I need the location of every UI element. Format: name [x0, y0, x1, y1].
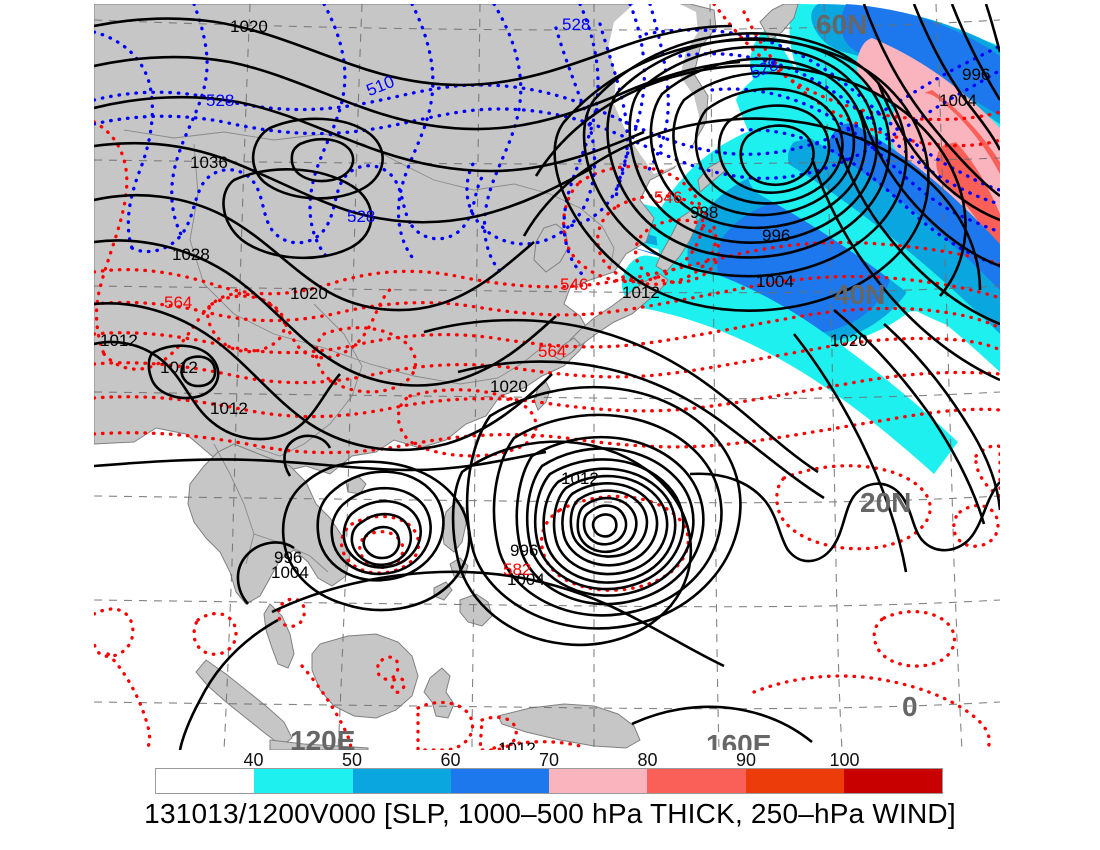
slp-label: 1012 [100, 331, 138, 350]
colorbar-tick: 50 [341, 750, 363, 770]
svg-text:1020: 1020 [830, 331, 868, 350]
graticule-labels: 60N 40N 20N 0 120E 160E [290, 9, 918, 750]
lat-label-40n: 40N [834, 279, 885, 310]
thickness-label: 528 [347, 207, 375, 226]
svg-text:20N: 20N [860, 487, 911, 518]
thickness-label: 564 [164, 293, 192, 312]
svg-text:1012: 1012 [622, 283, 660, 302]
slp-label: 1012 [210, 399, 248, 418]
slp-label: 1028 [172, 245, 210, 264]
lat-label-60n: 60N [816, 9, 867, 40]
chart-caption: 131013/1200V000 [SLP, 1000–500 hPa THICK… [144, 798, 956, 829]
svg-text:1012: 1012 [498, 739, 536, 750]
slp-labels: 1020 1036 1028 1020 1012 1012 1012 1020 … [100, 17, 990, 750]
svg-text:1004: 1004 [756, 272, 794, 291]
country-borders [123, 129, 615, 573]
thickness-contours-warm [94, 4, 1000, 750]
thickness-blue-labels: 528 510 528 528 528 [206, 15, 781, 226]
colorbar-segment [450, 769, 549, 793]
slp-label: 1004 [507, 570, 545, 589]
svg-text:988: 988 [690, 203, 718, 222]
colorbar-segment [843, 769, 942, 793]
slp-label: 996 [510, 541, 538, 560]
thickness-label: 546 [560, 275, 588, 294]
slp-label: 1020 [490, 377, 528, 396]
lat-label-0: 0 [902, 691, 918, 722]
slp-isobars [94, 4, 1000, 750]
colorbar-tick-labels: 40 50 60 70 80 90 100 [155, 750, 943, 770]
slp-label: 1020 [830, 331, 868, 350]
svg-text:996: 996 [510, 541, 538, 560]
lon-label-120e: 120E [290, 725, 355, 750]
svg-text:996: 996 [762, 226, 790, 245]
colorbar-tick: 100 [829, 750, 860, 770]
svg-text:1004: 1004 [939, 91, 977, 110]
svg-text:528: 528 [562, 15, 590, 34]
contour-label-layer: 1020 1036 1028 1020 1012 1012 1012 1020 … [100, 15, 990, 750]
svg-text:0: 0 [902, 691, 918, 722]
svg-text:564: 564 [538, 342, 566, 361]
colorbar-segment [156, 769, 255, 793]
svg-text:528: 528 [206, 91, 234, 110]
svg-text:546: 546 [560, 275, 588, 294]
slp-label: 1004 [939, 91, 977, 110]
thickness-label: 582 [503, 560, 531, 579]
svg-text:1012: 1012 [160, 358, 198, 377]
thickness-label: 528 [206, 91, 234, 110]
slp-label: 996 [962, 65, 990, 84]
colorbar-tick: 80 [637, 750, 658, 770]
colorbar-tick: 40 [243, 750, 264, 770]
map-panel: 1020 1036 1028 1020 1012 1012 1012 1020 … [94, 4, 1000, 750]
svg-text:40N: 40N [834, 279, 885, 310]
slp-label: 1020 [230, 17, 268, 36]
svg-text:1004: 1004 [507, 570, 545, 589]
colorbar [155, 768, 943, 794]
slp-label: 1012 [622, 283, 660, 302]
slp-label: 1020 [290, 284, 328, 303]
slp-label: 1004 [756, 272, 794, 291]
colorbar-segment [254, 769, 353, 793]
svg-text:1012: 1012 [561, 469, 599, 488]
colorbar-tick: 90 [735, 750, 757, 770]
slp-label: 1012 [561, 469, 599, 488]
svg-text:160E: 160E [706, 729, 771, 750]
svg-text:582: 582 [503, 560, 531, 579]
svg-text:1028: 1028 [172, 245, 210, 264]
slp-label: 1012 [160, 358, 198, 377]
slp-label: 996 [274, 548, 302, 567]
map-svg: 1020 1036 1028 1020 1012 1012 1012 1020 … [94, 4, 1000, 750]
svg-text:120E: 120E [290, 725, 355, 750]
lat-label-20n: 20N [860, 487, 911, 518]
thickness-label: 546 [654, 188, 682, 207]
thickness-label: 528 [562, 15, 590, 34]
svg-text:1020: 1020 [290, 284, 328, 303]
slp-label: 988 [690, 203, 718, 222]
svg-text:546: 546 [654, 188, 682, 207]
colorbar-segment [352, 769, 451, 793]
slp-label: 1012 [498, 739, 536, 750]
svg-text:564: 564 [164, 293, 192, 312]
colorbar-segment [745, 769, 844, 793]
lon-label-160e: 160E [706, 729, 771, 750]
thickness-label: 564 [538, 342, 566, 361]
colorbar-tick: 60 [440, 750, 461, 770]
colorbar-segment [549, 769, 648, 793]
svg-text:1020: 1020 [230, 17, 268, 36]
svg-text:1012: 1012 [210, 399, 248, 418]
svg-text:996: 996 [274, 548, 302, 567]
svg-text:996: 996 [962, 65, 990, 84]
svg-text:60N: 60N [816, 9, 867, 40]
slp-label: 1004 [271, 563, 309, 582]
svg-text:1012: 1012 [100, 331, 138, 350]
svg-text:528: 528 [347, 207, 375, 226]
colorbar-segment [647, 769, 746, 793]
slp-label: 996 [762, 226, 790, 245]
svg-text:1036: 1036 [190, 153, 228, 172]
thickness-red-labels: 564 564 546 546 582 [164, 188, 682, 579]
slp-label: 1036 [190, 153, 228, 172]
svg-text:1004: 1004 [271, 563, 309, 582]
colorbar-tick: 70 [538, 750, 560, 770]
svg-text:1020: 1020 [490, 377, 528, 396]
